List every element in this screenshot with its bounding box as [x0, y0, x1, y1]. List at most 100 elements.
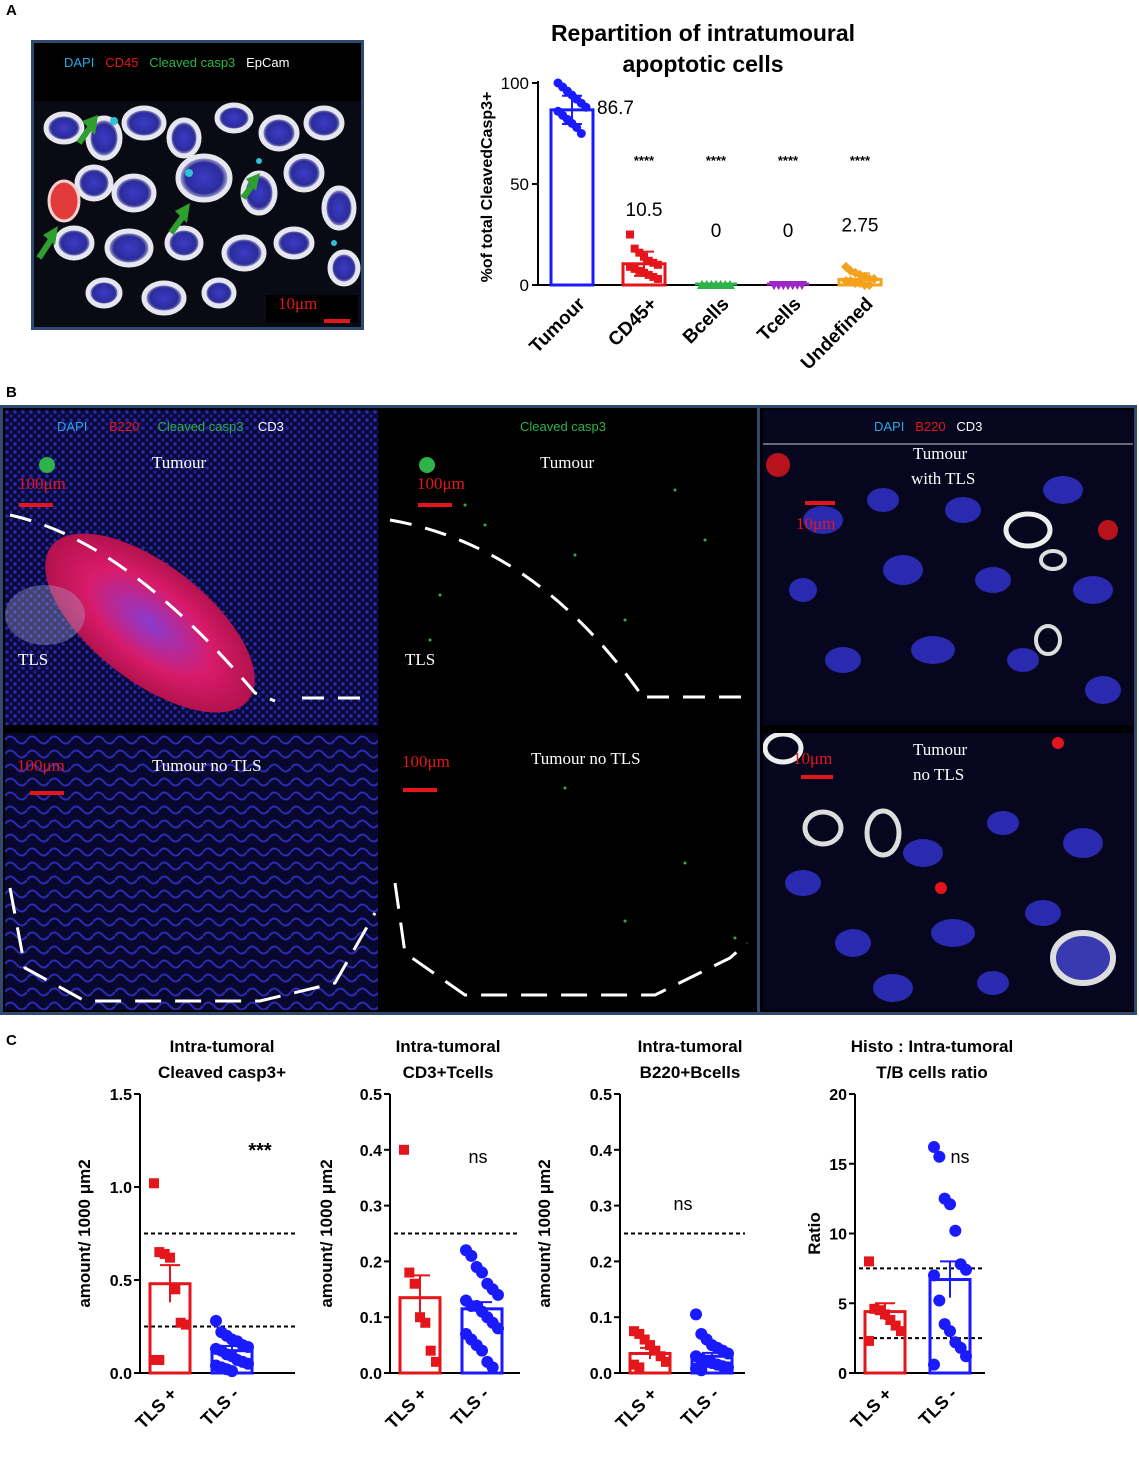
- chart-c-point: [650, 1345, 661, 1356]
- chart-c-point: [425, 1345, 436, 1356]
- panel-b-image-5: 100μm Tumour no TLS: [385, 733, 755, 1010]
- chart-c-point: [639, 1334, 650, 1345]
- chart-c-category-label: TLS -: [677, 1384, 723, 1430]
- chart-c1: Intra-tumoral Cleaved casp3+ amount/ 1000 …: [75, 1037, 295, 1433]
- chart-a-point: [635, 248, 644, 257]
- chart-a-significance: ****: [850, 153, 871, 168]
- b3-label-line2: with TLS: [911, 469, 976, 488]
- chart-c-point: [655, 1351, 666, 1362]
- chart-a-point: [640, 268, 648, 277]
- b1-region-tumour: Tumour: [152, 453, 207, 472]
- chart-c-point: [476, 1266, 488, 1279]
- chart-c-point: [476, 1344, 488, 1357]
- chart-c-point: [165, 1252, 175, 1263]
- b5-scale-label: 100μm: [402, 752, 450, 771]
- panel-b-divider: [757, 405, 760, 1015]
- chart-a-category-label: Undefined: [797, 294, 878, 375]
- chart-a-point: [626, 262, 634, 271]
- chart-c3: Intra-tumoral B220+Bcells amount/ 1000 μm2…: [535, 1037, 745, 1433]
- b1-legend-dapi: DAPI: [57, 419, 88, 434]
- chart-a-point: [635, 266, 644, 275]
- chart-a-point: [576, 129, 586, 138]
- chart-c-title-line1: Intra-tumoral: [170, 1037, 275, 1056]
- chart-c-point: [928, 1358, 940, 1371]
- chart-c-y-tick-label: 20: [829, 1087, 847, 1104]
- chart-c-title-line1: Histo : Intra-tumoral: [851, 1037, 1013, 1056]
- chart-c-point: [399, 1144, 409, 1155]
- chart-c-point: [869, 1303, 880, 1314]
- chart-c-point: [690, 1308, 702, 1321]
- chart-a-bar: [549, 108, 595, 287]
- chart-a-point: [869, 273, 879, 284]
- chart-c-y-tick-label: 0.4: [360, 1143, 382, 1160]
- chart-c-category-label: TLS -: [915, 1384, 961, 1430]
- b4-tissue-art: [5, 733, 378, 1010]
- chart-a: Repartition of intratumoural apoptotic c…: [479, 20, 883, 375]
- b2-scale-label: 100μm: [417, 474, 465, 493]
- b6-scale-label: 10μm: [793, 749, 833, 768]
- chart-c-point: [864, 1256, 874, 1267]
- chart-a-significance: ****: [634, 153, 655, 168]
- chart-c-point: [722, 1361, 734, 1374]
- chart-c-point: [210, 1314, 222, 1327]
- chart-c-y-tick-label: 0.5: [110, 1273, 132, 1290]
- b3-legend-cd3: CD3: [956, 419, 983, 434]
- chart-c-point: [949, 1224, 962, 1237]
- chart-c-y-tick-label: 0.0: [590, 1366, 612, 1383]
- chart-c-y-tick-label: 0.0: [360, 1366, 382, 1383]
- chart-a-category-label: Bcells: [679, 294, 733, 348]
- chart-c-point: [634, 1362, 645, 1373]
- b5-region-label: Tumour no TLS: [531, 749, 641, 768]
- panel-letter-b: B: [6, 384, 17, 401]
- panel-a-stain-legend: DAPI CD45 Cleaved casp3 EpCam: [64, 55, 289, 70]
- chart-a-title-line1: Repartition of intratumoural: [551, 20, 855, 46]
- b1-legend-cd3: CD3: [257, 419, 284, 434]
- chart-c-point: [874, 1305, 885, 1316]
- chart-c-y-tick-label: 0.4: [590, 1143, 612, 1160]
- chart-a-value-label: 86.7: [597, 98, 634, 119]
- b3-legend-b220: B220: [915, 419, 946, 434]
- chart-c-point: [492, 1322, 504, 1335]
- b3-legend-dapi: DAPI: [874, 419, 905, 434]
- b6-label-line1: Tumour: [913, 740, 968, 759]
- chart-c-title-line2: Cleaved casp3+: [158, 1063, 286, 1082]
- chart-a-point: [787, 281, 798, 290]
- chart-c-y-tick-label: 1.5: [110, 1087, 132, 1104]
- chart-c-point: [170, 1284, 181, 1295]
- chart-c-point: [864, 1335, 874, 1346]
- b5-tissue-art: [385, 733, 755, 1010]
- chart-c-point: [928, 1141, 940, 1154]
- chart-c-point: [226, 1365, 238, 1378]
- chart-c-y-axis-label: Ratio: [805, 1212, 824, 1255]
- chart-c-point: [629, 1359, 639, 1370]
- chart-c-point: [154, 1247, 165, 1258]
- chart-c-point: [149, 1354, 159, 1365]
- chart-c-y-axis-label: amount/ 1000 μm2: [75, 1159, 94, 1307]
- chart-a-point: [850, 267, 861, 278]
- chart-c-point: [181, 1319, 191, 1330]
- chart-a-point: [715, 280, 726, 289]
- b3-tissue-art: [763, 410, 1133, 725]
- chart-c-point: [415, 1312, 425, 1323]
- chart-a-point: [626, 230, 634, 239]
- chart-c-point: [944, 1325, 956, 1338]
- b1-legend-casp3: Cleaved casp3: [157, 419, 244, 434]
- panel-a-scale-label: 10μm: [278, 294, 318, 313]
- b2-tissue-art: [385, 410, 755, 725]
- chart-a-value-label: 0: [783, 221, 794, 242]
- chart-c-y-tick-label: 0.3: [590, 1199, 612, 1216]
- chart-c2: Intra-tumoral CD3+Tcells amount/ 1000 μm2 0…: [320, 1037, 520, 1433]
- chart-a-point: [864, 280, 875, 290]
- chart-c-y-tick-label: 5: [838, 1296, 847, 1313]
- legend-dapi: DAPI: [64, 55, 95, 70]
- chart-a-y-tick-label: 100: [501, 74, 529, 93]
- legend-epcam: EpCam: [246, 55, 290, 70]
- chart-c-point: [242, 1340, 254, 1353]
- chart-a-point: [725, 280, 735, 289]
- chart-a-point: [654, 260, 662, 269]
- chart-c-y-tick-label: 0.2: [360, 1254, 382, 1271]
- panel-a-tissue-art: [34, 43, 361, 323]
- panel-a-micrograph: DAPI CD45 Cleaved casp3 EpCam 10μm: [31, 40, 364, 330]
- chart-c-y-tick-label: 0.0: [110, 1366, 132, 1383]
- panel-b-image-1: DAPI B220 Cleaved casp3 CD3 100μm Tumour…: [5, 410, 378, 725]
